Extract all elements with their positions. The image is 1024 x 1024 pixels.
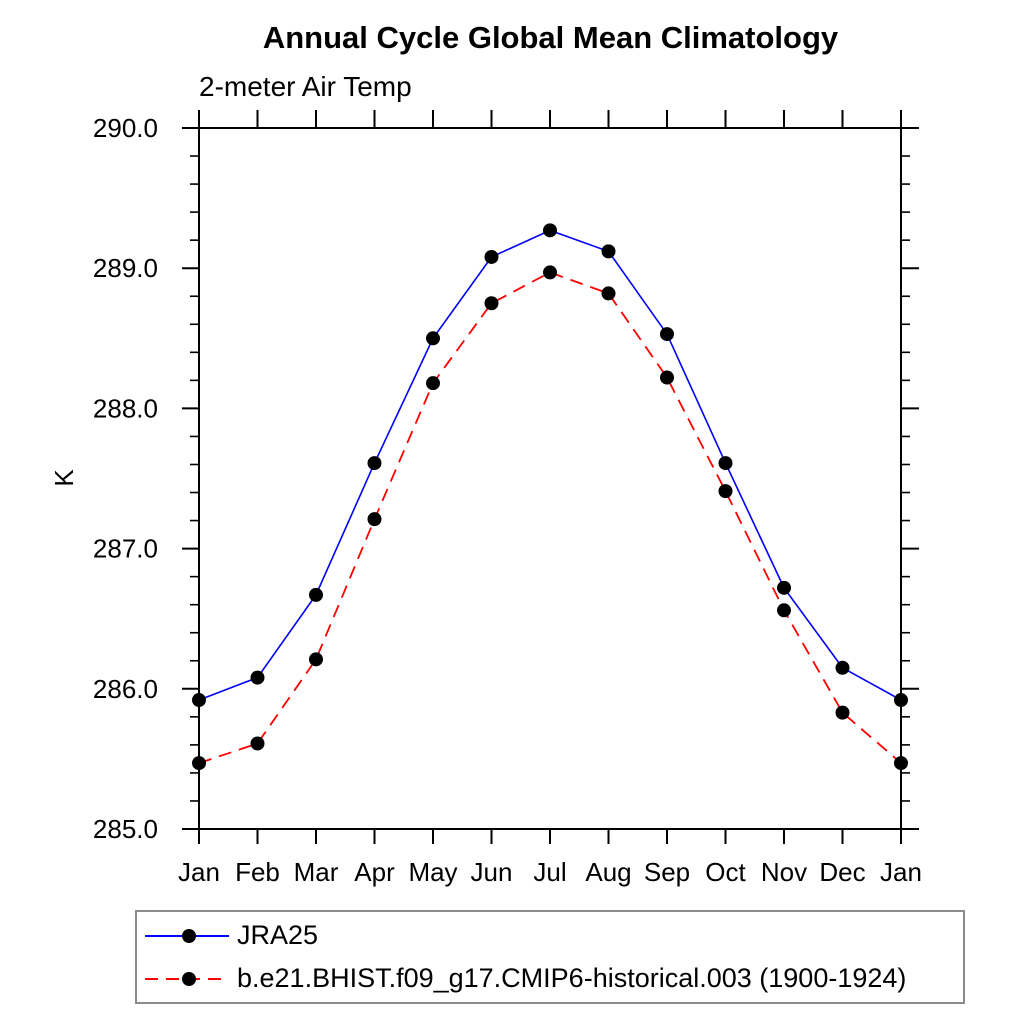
legend-sample-marker — [182, 928, 196, 943]
legend-label-jra25: JRA25 — [237, 920, 319, 950]
legend-line-sample-cesm-historical — [145, 971, 229, 986]
x-tick-label: Jan — [880, 857, 922, 887]
data-point-marker — [367, 456, 382, 471]
y-tick-label: 287.0 — [93, 534, 158, 564]
data-point-marker — [192, 693, 206, 708]
data-point-marker — [660, 327, 674, 342]
y-tick-label: 288.0 — [93, 393, 158, 423]
x-tick-label: Sep — [644, 857, 690, 887]
data-point-marker — [192, 756, 206, 771]
data-point-marker — [894, 756, 908, 771]
data-point-marker — [660, 370, 674, 385]
series-line — [198, 271, 902, 764]
y-tick-label: 289.0 — [93, 253, 158, 283]
x-tick-label: Nov — [761, 857, 807, 887]
data-point-marker — [777, 603, 791, 618]
x-tick-label: Jan — [178, 857, 220, 887]
x-tick-label: Jul — [533, 857, 566, 887]
y-tick-label: 290.0 — [93, 113, 158, 143]
data-point-marker — [484, 249, 499, 264]
x-axis-tick-labels: Jan Feb Mar Apr May Jun Jul Aug Sep Oct Nov Dec Jan — [178, 857, 922, 887]
data-point-marker — [835, 705, 850, 720]
data-point-marker — [601, 244, 616, 259]
data-point-marker — [250, 670, 265, 685]
data-point-marker — [309, 652, 323, 667]
chart-title: Annual Cycle Global Mean Climatology — [262, 20, 839, 55]
x-tick-label: Oct — [705, 857, 746, 887]
y-tick-label: 285.0 — [93, 814, 158, 844]
data-point-marker — [426, 331, 440, 346]
legend-box: JRA25 b.e21.BHIST.f09_g17.CMIP6-historic… — [135, 910, 965, 1004]
x-tick-label: Aug — [585, 857, 631, 887]
x-axis-ticks — [198, 110, 902, 844]
data-point-marker — [718, 484, 733, 499]
y-tick-label: 286.0 — [93, 674, 158, 704]
series-jra25 — [192, 223, 908, 708]
y-axis-ticks — [182, 127, 919, 830]
y-axis-tick-labels: 285.0 286.0 287.0 288.0 289.0 290.0 — [93, 113, 158, 844]
data-point-marker — [601, 286, 616, 301]
data-point-marker — [250, 736, 265, 751]
data-point-marker — [835, 660, 850, 675]
data-point-marker — [543, 265, 557, 280]
data-point-marker — [309, 587, 323, 602]
legend-item-cesm-historical: b.e21.BHIST.f09_g17.CMIP6-historical.003… — [143, 957, 963, 1000]
x-tick-label: Apr — [354, 857, 395, 887]
data-point-marker — [777, 580, 791, 595]
data-point-marker — [484, 296, 499, 311]
data-point-marker — [894, 693, 908, 708]
legend-line-sample-jra25 — [145, 928, 229, 943]
data-point-marker — [426, 376, 440, 391]
x-tick-label: Dec — [819, 857, 865, 887]
legend-sample-marker — [182, 971, 196, 986]
data-point-marker — [543, 223, 557, 238]
data-point-marker — [718, 456, 733, 471]
data-point-marker — [367, 512, 382, 527]
legend-item-jra25: JRA25 — [143, 914, 963, 957]
x-tick-label: Mar — [294, 857, 339, 887]
chart-subtitle: 2-meter Air Temp — [199, 71, 412, 102]
legend-label-cesm-historical: b.e21.BHIST.f09_g17.CMIP6-historical.003… — [237, 963, 907, 993]
series-cesm-historical — [192, 265, 908, 771]
x-tick-label: May — [408, 857, 457, 887]
x-tick-label: Feb — [235, 857, 280, 887]
x-tick-label: Jun — [471, 857, 513, 887]
